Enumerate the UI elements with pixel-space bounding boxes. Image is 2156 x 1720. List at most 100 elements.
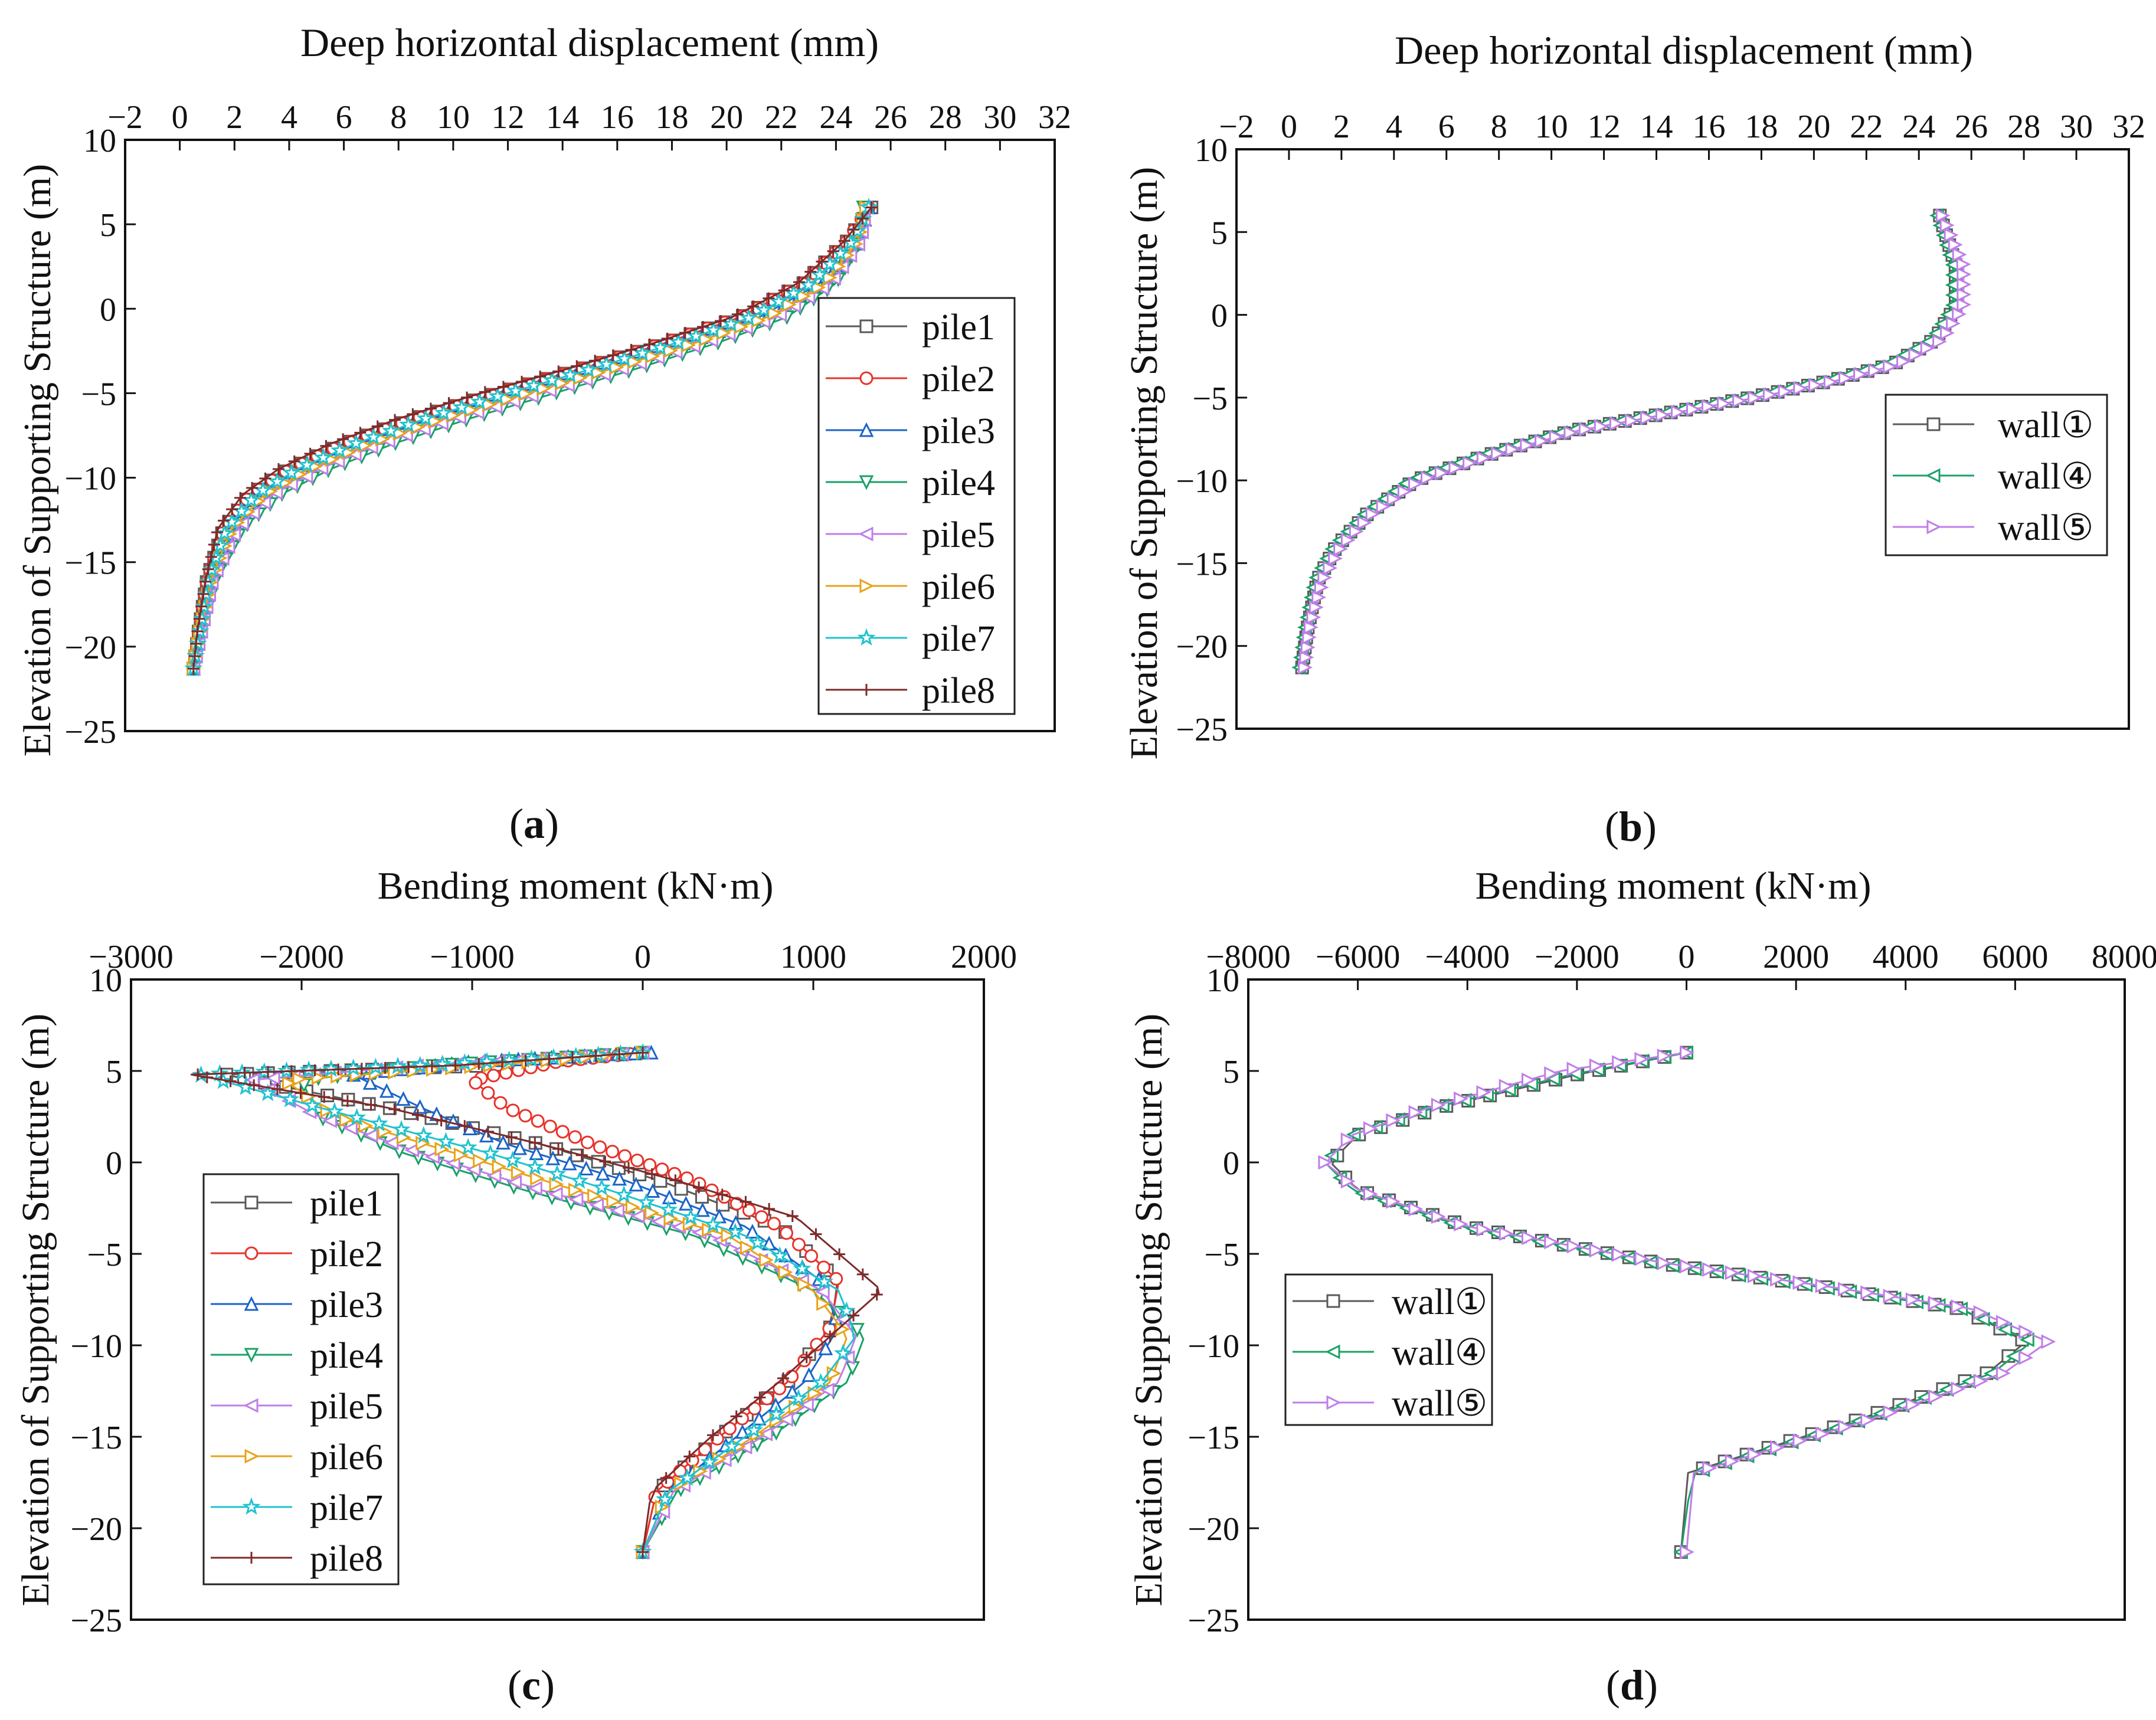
x-tick-label: −2: [1219, 109, 1254, 145]
series-pile2-point: [493, 1096, 508, 1110]
y-tick-label: −10: [64, 461, 116, 497]
series-pile7-point: [503, 1151, 522, 1168]
series-wall5-point: [1952, 247, 1967, 262]
series-pile8-point: [661, 332, 673, 345]
series-wall5-point: [1340, 1132, 1356, 1148]
series-pile8-point: [865, 201, 878, 214]
series-pile7-point: [704, 1215, 722, 1233]
series-pile6-point: [778, 1264, 793, 1280]
panel-c-ylabel: Elevation of Supporting Structure (m): [14, 1014, 57, 1606]
series-pile8-point: [355, 1063, 368, 1075]
y-tick-label: 0: [1223, 1145, 1239, 1182]
x-tick-label: 14: [546, 99, 579, 136]
series-wall5-point: [1680, 1259, 1694, 1274]
series-pile8-point: [793, 276, 805, 289]
series-pile8-point: [187, 663, 199, 675]
series-pile8-point: [479, 386, 491, 398]
series-pile7-point: [344, 1059, 363, 1076]
series-pile5-point: [506, 394, 521, 409]
y-tick-label: −15: [64, 545, 116, 582]
series-pile5-point: [452, 410, 466, 425]
series-pile8-point: [505, 1131, 518, 1144]
series-pile7-point: [366, 1057, 385, 1076]
series-pile8-point: [763, 292, 775, 304]
series-pile2-point: [469, 1076, 483, 1090]
x-tick-label: 8: [1491, 109, 1507, 145]
panel-b-legend: wall① wall④ wall⑤: [1885, 394, 2108, 556]
panel-d-ylabel: Elevation of Supporting Structure (m): [1127, 1014, 1170, 1606]
series-pile8-point: [552, 1143, 564, 1155]
series-pile7-point: [561, 365, 580, 384]
legend-pile8-marker: [246, 1552, 257, 1564]
series-pile7-point: [789, 1388, 808, 1407]
panel-d: Bending moment (kN·m) Elevation of Suppo…: [1127, 864, 2156, 1709]
series-wall5-point: [1948, 237, 1963, 253]
series-pile6-point: [473, 1153, 488, 1168]
series-wall5-point: [1853, 367, 1868, 382]
legend-pile3-marker: [244, 1296, 259, 1311]
legend-pile1-marker: [859, 319, 873, 333]
series-pile8-point: [403, 1061, 415, 1073]
x-tick-label: 28: [2007, 109, 2040, 145]
series-wall5-point: [1680, 1045, 1694, 1060]
series-pile5-point: [610, 1203, 624, 1218]
series-wall5-point: [1762, 387, 1778, 402]
series-pile3-point: [545, 1150, 561, 1165]
series-pile8-point: [201, 1071, 213, 1083]
series-pile8-point: [625, 343, 637, 356]
series-wall5-point: [1431, 1209, 1446, 1224]
series-pile8-point: [449, 1059, 462, 1072]
series-pile7-point: [369, 1114, 388, 1132]
x-tick-label: 28: [929, 99, 962, 136]
series-pile7-point: [433, 1054, 452, 1072]
series-pile3-point: [529, 1145, 544, 1161]
series-pile7-point: [614, 1185, 633, 1203]
series-pile8-point: [856, 212, 869, 225]
series-pile7-point: [506, 381, 525, 399]
series-pile7-point: [299, 1060, 318, 1078]
series-pile8-point: [747, 300, 760, 313]
series-wall5-point: [1499, 1079, 1514, 1094]
series-pile7-point: [280, 1090, 299, 1108]
series-pile2-point: [630, 1154, 644, 1168]
x-tick-label: 8000: [2092, 939, 2156, 975]
series-wall5-point: [1838, 371, 1853, 386]
series-pile8-point: [786, 1210, 799, 1223]
series-pile8-point: [211, 526, 223, 539]
series-pile6-point: [492, 1159, 507, 1174]
x-tick-label: 6: [336, 99, 352, 136]
panel-d-plot-frame: [1247, 978, 2126, 1621]
series-pile7-point: [477, 1051, 496, 1070]
series-wall5-point: [1408, 1201, 1424, 1217]
legend-pile2-label: pile2: [310, 1234, 383, 1275]
series-wall5-point: [1434, 466, 1450, 480]
series-pile7-point: [325, 1102, 344, 1120]
series-pile8-point: [871, 1289, 883, 1301]
series-wall5-point: [1505, 442, 1520, 457]
series-pile6-point: [740, 1240, 755, 1255]
series-wall5-point: [1535, 434, 1549, 449]
panel-b-series: [1291, 208, 1972, 675]
y-tick-label: −5: [1204, 1237, 1239, 1273]
series-pile3-point: [396, 1091, 411, 1106]
legend-wall5-label: wall⑤: [1998, 508, 2093, 548]
series-pile8-point: [571, 360, 583, 372]
series-wall5-point: [1670, 405, 1686, 420]
series-wall5-point: [1928, 1389, 1943, 1404]
series-wall5-point: [1303, 620, 1319, 635]
series-pile2-point: [829, 1272, 843, 1286]
series-pile8-point: [320, 440, 332, 452]
x-tick-label: 4000: [1873, 939, 1939, 975]
x-tick-label: 24: [1902, 109, 1935, 145]
series-wall5-point: [1386, 1113, 1401, 1128]
series-wall5-point: [1357, 515, 1372, 530]
x-tick-label: 24: [819, 99, 852, 136]
series-pile5-point: [416, 421, 431, 437]
series-pile5-point: [433, 415, 449, 431]
x-tick-label: 4: [281, 99, 297, 136]
series-wall5-point: [1566, 1062, 1582, 1077]
series-wall5-point: [1973, 1374, 1988, 1389]
series-pile8-point: [590, 1050, 602, 1062]
x-tick-label: 32: [2112, 109, 2145, 145]
series-pile5-point: [488, 399, 503, 414]
